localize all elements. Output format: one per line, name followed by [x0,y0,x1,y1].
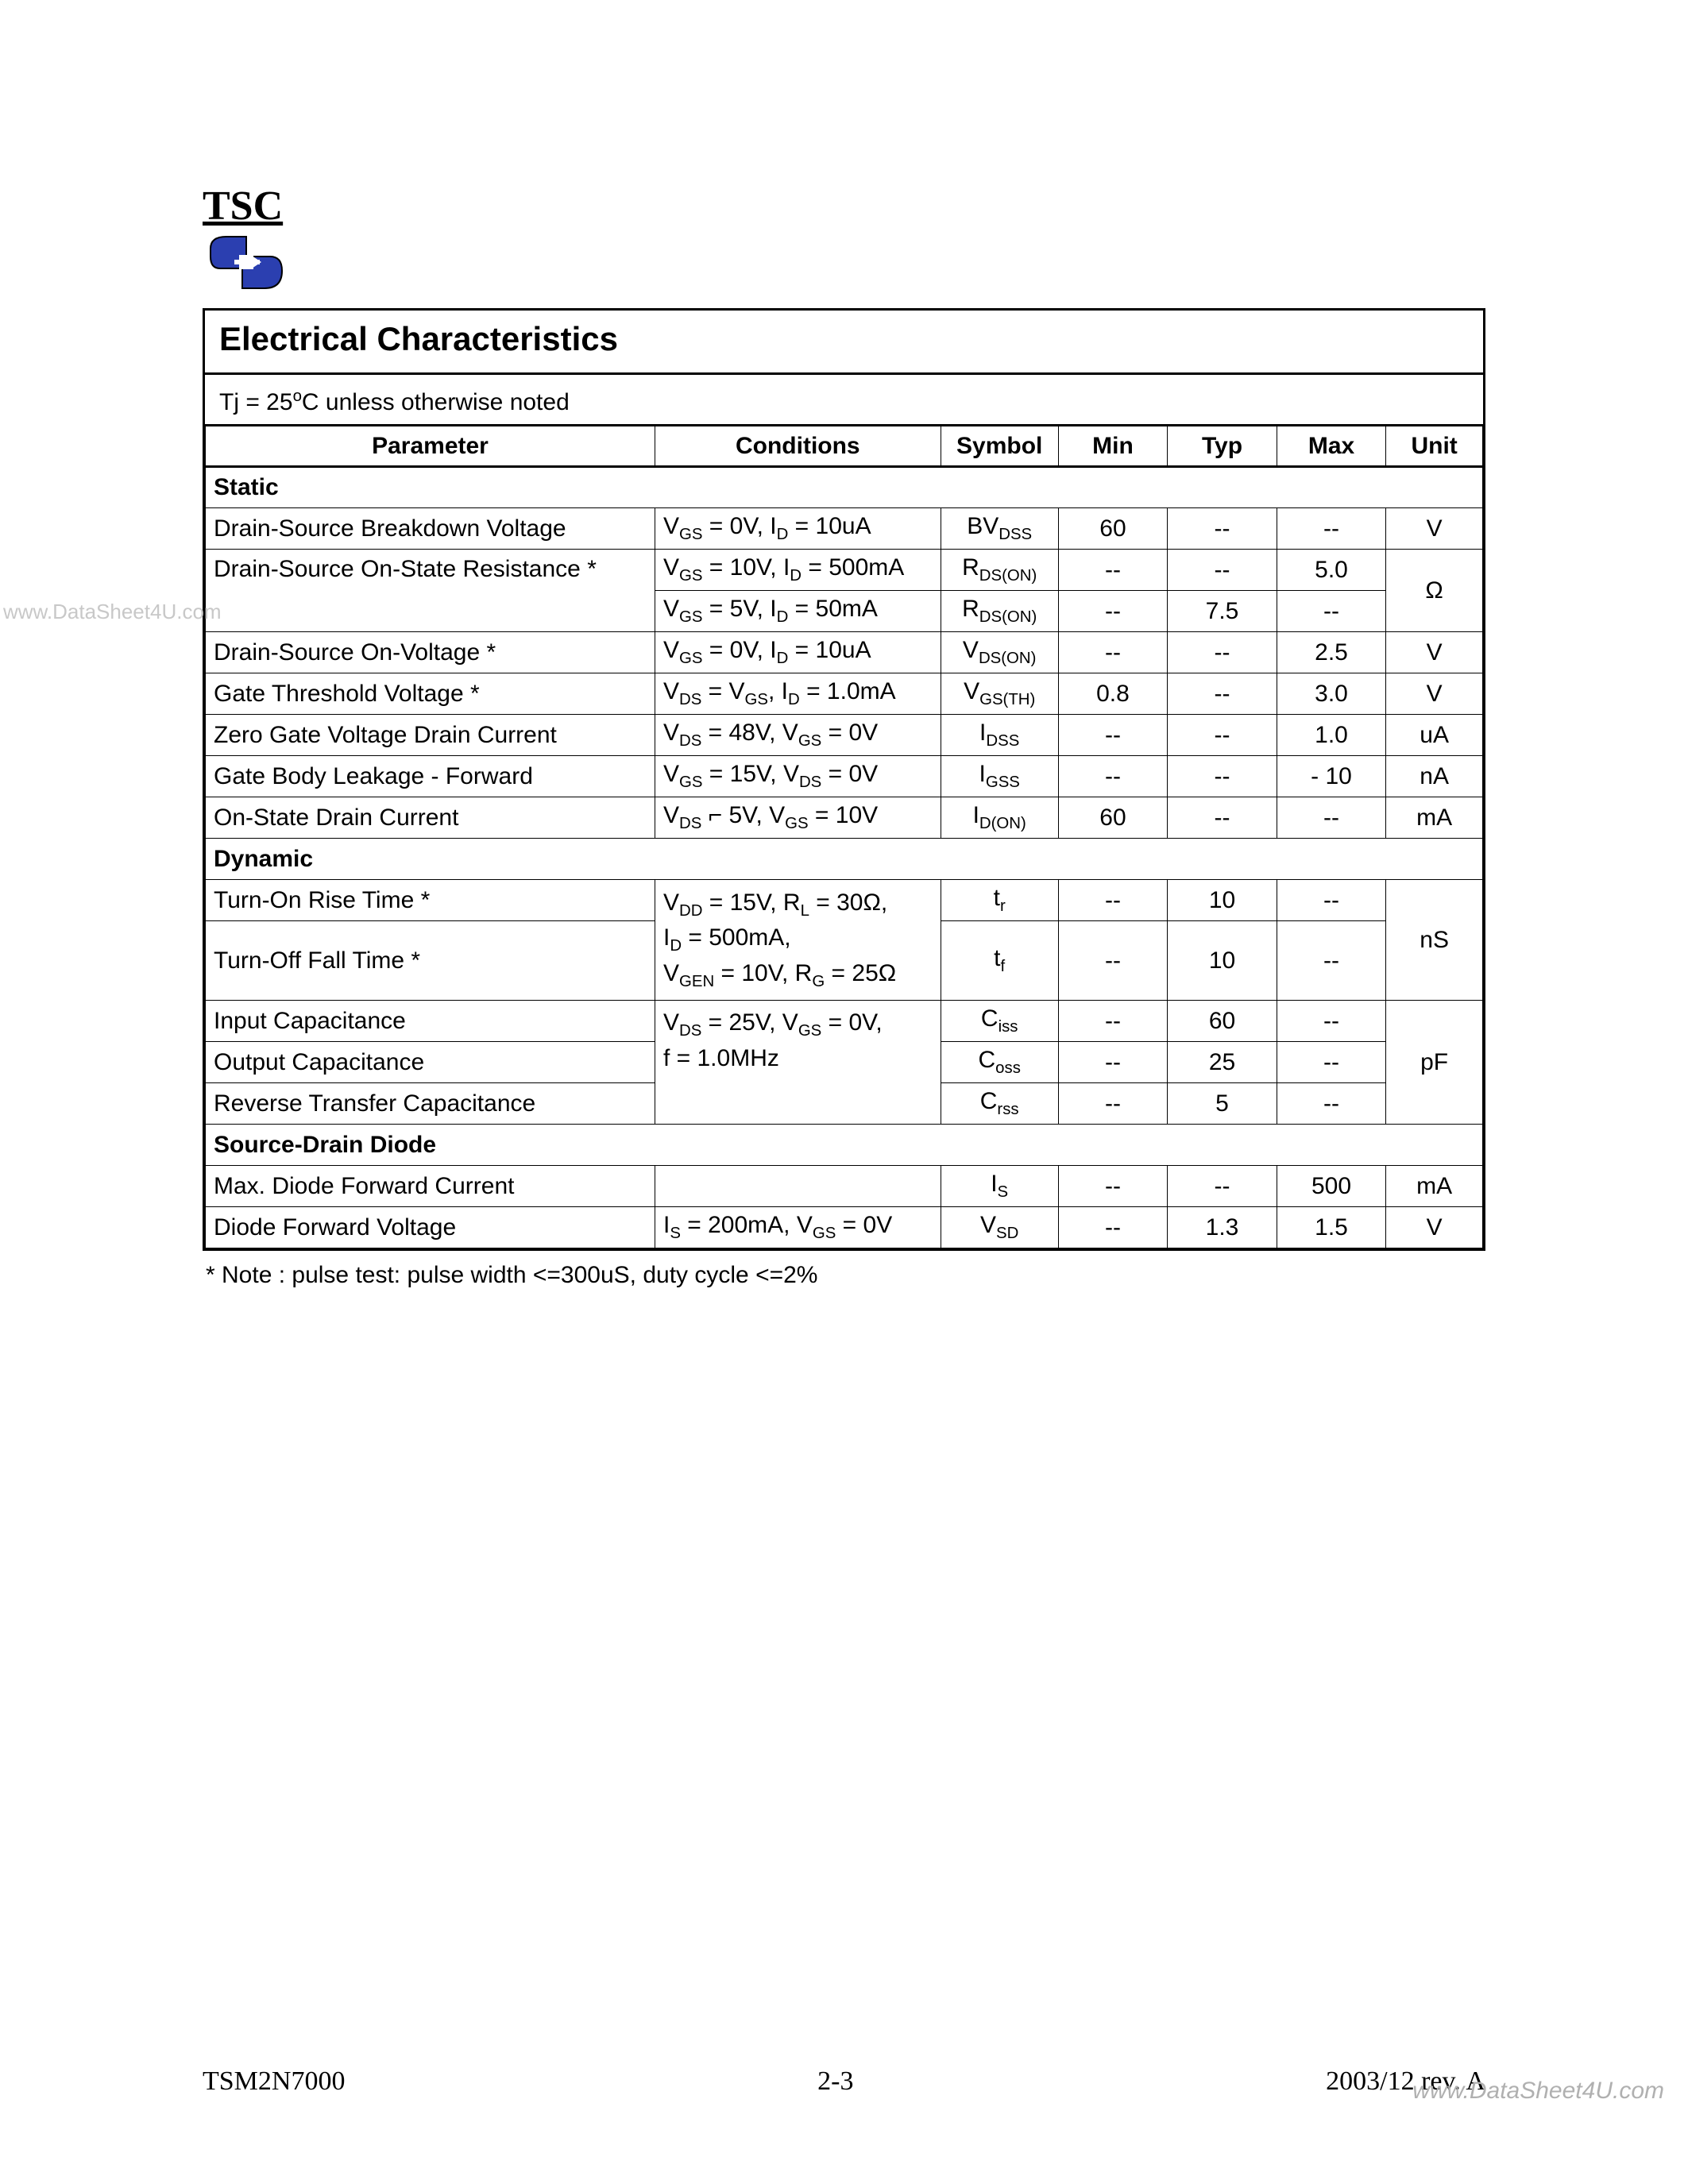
logo-symbol-icon [203,233,290,292]
page-footer: TSM2N7000 2-3 2003/12 rev. A [203,2066,1485,2097]
table-row: Drain-Source On-State Resistance * VGS =… [206,550,1483,591]
header-min: Min [1058,426,1168,467]
header-unit: Unit [1386,426,1483,467]
watermark-left: www.DataSheet4U.com [3,600,222,624]
footnote: * Note : pulse test: pulse width <=300uS… [203,1251,1485,1300]
section-static: Static [206,467,1483,508]
header-row: Parameter Conditions Symbol Min Typ Max … [206,426,1483,467]
section-title: Electrical Characteristics [205,311,1483,375]
table-row: Zero Gate Voltage Drain Current VDS = 48… [206,715,1483,756]
table-row: Max. Diode Forward Current IS -- -- 500 … [206,1166,1483,1207]
characteristics-table: Parameter Conditions Symbol Min Typ Max … [205,424,1483,1248]
table-row: On-State Drain Current VDS ⌐ 5V, VGS = 1… [206,797,1483,839]
watermark-right: www.DataSheet4U.com [1412,2078,1664,2105]
table-row: Input Capacitance VDS = 25V, VGS = 0V, f… [206,1001,1483,1042]
footer-part-number: TSM2N7000 [203,2066,345,2097]
table-row: Diode Forward Voltage IS = 200mA, VGS = … [206,1207,1483,1248]
header-parameter: Parameter [206,426,655,467]
header-conditions: Conditions [655,426,941,467]
table-row: Gate Threshold Voltage * VDS = VGS, ID =… [206,673,1483,715]
characteristics-container: Electrical Characteristics Tj = 25oC unl… [203,308,1485,1251]
table-row: Turn-On Rise Time * VDD = 15V, RL = 30Ω,… [206,880,1483,921]
section-diode: Source-Drain Diode [206,1125,1483,1166]
header-max: Max [1277,426,1386,467]
header-typ: Typ [1168,426,1277,467]
table-row: Drain-Source Breakdown Voltage VGS = 0V,… [206,508,1483,550]
section-dynamic: Dynamic [206,839,1483,880]
company-logo: TSC [203,183,1485,292]
table-row: Drain-Source On-Voltage * VGS = 0V, ID =… [206,632,1483,673]
header-symbol: Symbol [941,426,1058,467]
table-row: Gate Body Leakage - Forward VGS = 15V, V… [206,756,1483,797]
footer-page-number: 2-3 [817,2066,853,2097]
tj-note: Tj = 25oC unless otherwise noted [205,375,1483,424]
logo-text: TSC [203,183,1485,230]
